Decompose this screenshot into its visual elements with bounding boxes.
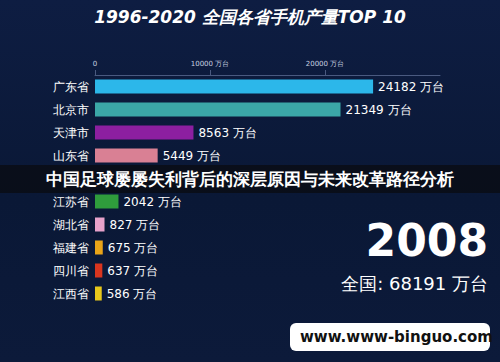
svg-text:0: 0 [93, 60, 97, 68]
svg-text:586 万台: 586 万台 [107, 287, 158, 301]
svg-text:山东省: 山东省 [53, 149, 89, 163]
svg-text:2042 万台: 2042 万台 [123, 195, 181, 209]
svg-text:江西省: 江西省 [53, 287, 89, 301]
svg-text:中国足球屡屡失利背后的深层原因与未来改革路径分析: 中国足球屡屡失利背后的深层原因与未来改革路径分析 [46, 169, 454, 189]
svg-text:天津市: 天津市 [53, 126, 89, 140]
svg-text:2008: 2008 [366, 215, 488, 266]
svg-text:21349 万台: 21349 万台 [346, 103, 412, 117]
svg-text:四川省: 四川省 [53, 264, 89, 278]
svg-text:8563 万台: 8563 万台 [198, 126, 256, 140]
svg-text:5449 万台: 5449 万台 [163, 149, 221, 163]
svg-text:827 万台: 827 万台 [110, 218, 161, 232]
svg-text:江苏省: 江苏省 [53, 195, 89, 209]
svg-text:1996-2020 全国各省手机产量TOP 10: 1996-2020 全国各省手机产量TOP 10 [94, 7, 406, 27]
svg-text:北京市: 北京市 [53, 103, 89, 117]
svg-text:20000 万台: 20000 万台 [306, 60, 345, 68]
svg-text:全国: 68191 万台: 全国: 68191 万台 [341, 273, 488, 294]
svg-text:10000 万台: 10000 万台 [191, 60, 230, 68]
svg-text:福建省: 福建省 [53, 241, 89, 255]
svg-text:24182 万台: 24182 万台 [378, 80, 444, 94]
svg-text:675 万台: 675 万台 [108, 241, 159, 255]
svg-text:湖北省: 湖北省 [53, 218, 89, 232]
svg-text:广东省: 广东省 [53, 80, 89, 94]
svg-text:www.www-binguo.com: www.www-binguo.com [300, 328, 493, 346]
svg-text:637 万台: 637 万台 [107, 264, 158, 278]
